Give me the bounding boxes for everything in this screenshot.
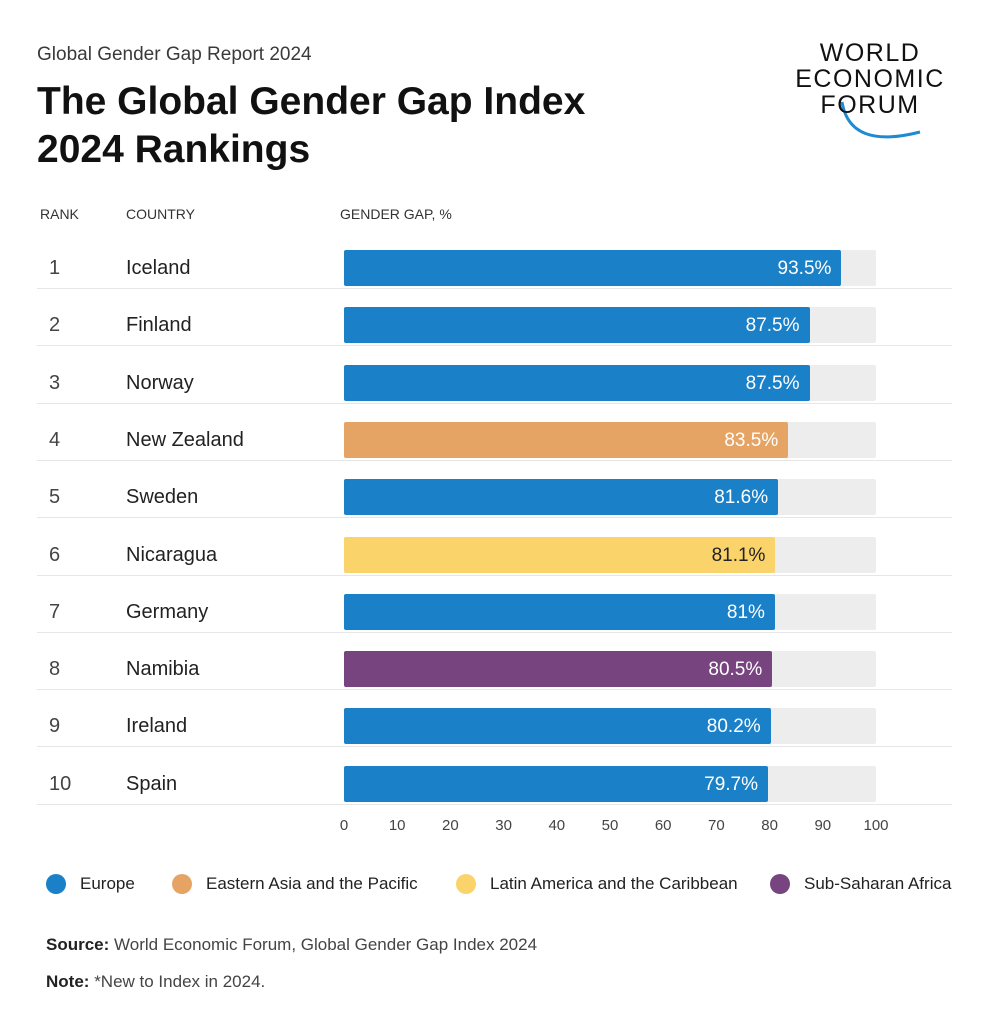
legend-label: Sub-Saharan Africa — [804, 874, 952, 893]
wef-logo: WORLD ECONOMIC FORUM — [780, 40, 965, 140]
country-label: Germany — [126, 601, 209, 623]
footnote: Note: *New to Index in 2024. — [46, 972, 265, 992]
row-divider — [37, 632, 952, 633]
value-label: 80.5% — [708, 659, 763, 680]
value-label: 80.2% — [706, 716, 761, 737]
value-label: 81.6% — [714, 487, 769, 508]
row-divider — [37, 689, 952, 690]
x-tick-label: 100 — [863, 817, 889, 834]
rank-label: 4 — [49, 429, 61, 451]
value-label: 81% — [726, 602, 765, 623]
legend-item: Europe — [46, 872, 135, 896]
value-label: 79.7% — [704, 774, 758, 795]
wef-logo-text: WORLD ECONOMIC FORUM — [780, 40, 960, 118]
rank-label: 2 — [49, 314, 61, 336]
country-label: Iceland — [126, 257, 191, 279]
rank-label: 10 — [49, 773, 72, 795]
note-text: *New to Index in 2024. — [94, 972, 266, 991]
legend-label: Eastern Asia and the Pacific — [206, 874, 418, 893]
x-tick-label: 50 — [601, 817, 619, 834]
source-label: Source: — [46, 935, 110, 954]
country-label: Nicaragua — [126, 544, 218, 566]
note-label: Note: — [46, 972, 90, 991]
value-label: 87.5% — [745, 315, 800, 336]
rank-label: 1 — [49, 257, 61, 279]
source-note: Source: World Economic Forum, Global Gen… — [46, 935, 537, 955]
legend-swatch — [46, 874, 66, 894]
rank-label: 3 — [49, 372, 61, 394]
row-divider — [37, 746, 952, 747]
country-label: Norway — [126, 372, 194, 394]
legend-item: Latin America and the Caribbean — [456, 872, 738, 896]
country-label: Ireland — [126, 715, 188, 737]
x-tick-label: 80 — [761, 817, 778, 834]
chart-title: The Global Gender Gap Index 2024 Ranking… — [37, 80, 586, 171]
legend-label: Latin America and the Caribbean — [490, 874, 738, 893]
bar — [344, 594, 775, 630]
legend-label: Europe — [80, 874, 135, 893]
row-divider — [37, 403, 952, 404]
x-tick-label: 60 — [654, 817, 672, 834]
rank-label: 9 — [49, 715, 61, 737]
bar — [344, 537, 776, 573]
logo-line-3: FORUM — [820, 91, 920, 119]
report-kicker: Global Gender Gap Report 2024 — [37, 44, 312, 65]
row-divider — [37, 517, 952, 518]
source-text: World Economic Forum, Global Gender Gap … — [114, 935, 538, 954]
legend-item: Eastern Asia and the Pacific — [172, 872, 418, 896]
x-tick-label: 20 — [442, 817, 459, 834]
bar — [344, 307, 810, 343]
logo-line-2: ECONOMIC — [795, 65, 945, 93]
value-label: 87.5% — [745, 373, 800, 394]
rank-label: 7 — [49, 601, 61, 623]
x-tick-label: 70 — [708, 817, 725, 834]
bar — [344, 708, 771, 744]
bar — [344, 250, 842, 286]
x-tick-label: 40 — [548, 817, 566, 834]
country-column-header: COUNTRY — [126, 206, 195, 222]
country-label: New Zealand — [126, 429, 244, 451]
row-divider — [37, 345, 952, 346]
x-tick-label: 10 — [388, 817, 406, 834]
bar — [344, 365, 810, 401]
legend-swatch — [172, 874, 192, 894]
bar — [344, 651, 773, 687]
value-label: 83.5% — [724, 430, 779, 451]
rank-label: 5 — [49, 486, 61, 508]
bar — [344, 422, 789, 458]
wef-logo-arc — [840, 101, 921, 139]
rank-label: 6 — [49, 544, 61, 566]
x-tick-label: 90 — [814, 817, 832, 834]
country-label: Namibia — [126, 658, 200, 680]
country-label: Finland — [126, 314, 192, 336]
row-divider — [37, 460, 952, 461]
legend-swatch — [456, 874, 476, 894]
bar — [344, 766, 768, 802]
legend-item: Sub-Saharan Africa — [770, 872, 951, 896]
rank-column-header: RANK — [40, 206, 79, 222]
country-label: Spain — [126, 773, 178, 795]
legend-swatch — [770, 874, 790, 894]
value-label: 93.5% — [777, 258, 832, 279]
x-tick-label: 0 — [339, 817, 349, 834]
row-divider — [37, 804, 952, 805]
country-label: Sweden — [126, 486, 199, 508]
bar — [344, 479, 779, 515]
gap-column-header: GENDER GAP, % — [340, 206, 452, 222]
value-label: 81.1% — [711, 545, 766, 566]
row-divider — [37, 575, 952, 576]
logo-line-1: WORLD — [819, 39, 921, 67]
rank-label: 8 — [49, 658, 61, 680]
x-tick-label: 30 — [495, 817, 512, 834]
row-divider — [37, 288, 952, 289]
